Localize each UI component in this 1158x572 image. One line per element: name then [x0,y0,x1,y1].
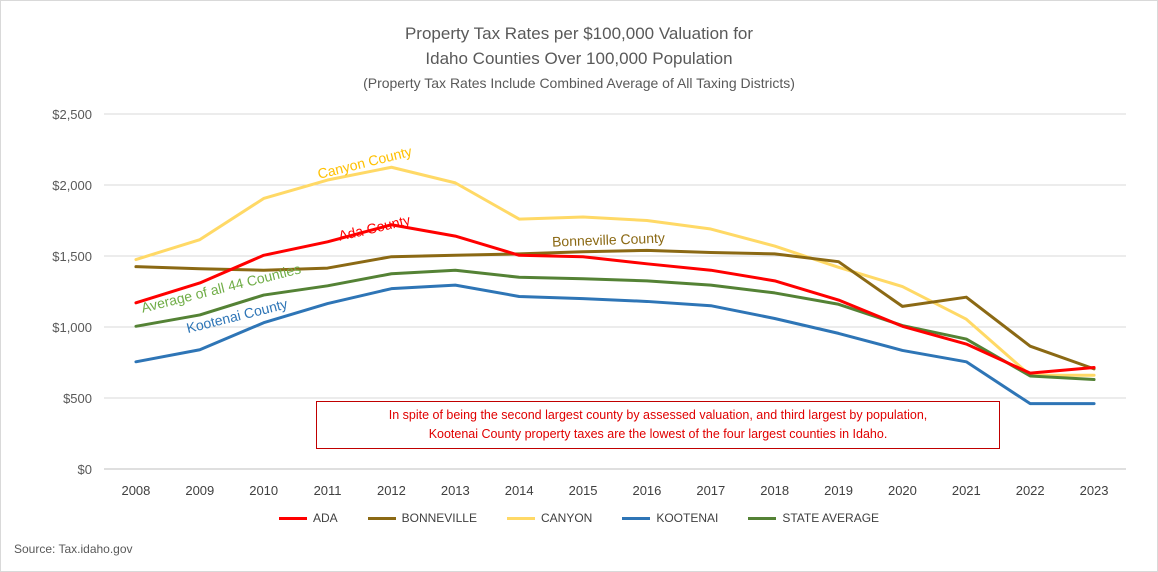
y-tick-label-500: $500 [63,391,92,406]
legend-swatch [507,516,535,520]
legend-item-state-average: STATE AVERAGE [748,511,879,525]
x-tick-label-2023: 2023 [1080,483,1109,498]
annotation-kootenai: Kootenai County [185,295,289,336]
callout-line-2: Kootenai County property taxes are the l… [428,427,888,441]
x-tick-label-2009: 2009 [185,483,214,498]
annotation-ada: Ada County [337,212,412,244]
callout-line-1: In spite of being the second largest cou… [388,408,928,422]
chart-subtitle: (Property Tax Rates Include Combined Ave… [363,75,795,91]
source-note: Source: Tax.idaho.gov [14,542,133,556]
annotation-canyon: Canyon County [316,143,414,182]
legend-label: KOOTENAI [656,511,719,525]
x-tick-label-2012: 2012 [377,483,406,498]
x-tick-label-2013: 2013 [441,483,470,498]
series-line-ada [134,223,1096,375]
series-line-bonneville [134,248,1096,371]
chart-legend: ADA BONNEVILLE CANYON KOOTENAI STATE AVERAGE [0,511,1158,525]
legend-swatch [278,516,307,520]
legend-swatch [622,516,651,520]
legend-item-canyon: CANYON [507,511,592,525]
x-tick-label-2011: 2011 [314,483,342,498]
x-tick-label-2020: 2020 [888,483,917,498]
y-tick-label-0: $0 [78,462,92,477]
series-line-kootenai [134,283,1096,406]
legend-label: STATE AVERAGE [782,511,880,525]
x-tick-label-2017: 2017 [696,483,725,498]
series-line-state-average [134,268,1096,382]
chart-title-line2: Idaho Counties Over 100,000 Population [425,49,733,68]
x-tick-label-2021: 2021 [952,483,981,498]
y-tick-label-2000: $2,000 [52,178,92,193]
chart-title: Property Tax Rates per $100,000 Valuatio… [404,24,754,43]
legend-label: CANYON [541,511,593,525]
x-tick-label-2022: 2022 [1016,483,1045,498]
legend-item-ada: ADA [278,511,338,525]
x-tick-label-2010: 2010 [249,483,278,498]
legend-label: ADA [312,511,338,525]
x-tick-label-2014: 2014 [505,483,534,498]
y-tick-label-1000: $1,000 [52,320,92,335]
legend-item-bonneville: BONNEVILLE [367,511,477,525]
y-tick-label-1500: $1,500 [52,249,92,264]
y-tick-label-2500: $2,500 [52,107,92,122]
x-tick-label-2015: 2015 [569,483,598,498]
annotation-bonneville: Bonneville County [552,230,665,250]
legend-swatch [367,516,396,520]
legend-item-kootenai: KOOTENAI [622,511,718,525]
legend-swatch [748,516,777,520]
x-tick-label-2018: 2018 [760,483,789,498]
x-tick-label-2019: 2019 [824,483,853,498]
x-tick-label-2008: 2008 [121,483,150,498]
x-tick-label-2016: 2016 [632,483,661,498]
callout-box: In spite of being the second largest cou… [316,401,1000,449]
legend-label: BONNEVILLE [401,511,477,525]
